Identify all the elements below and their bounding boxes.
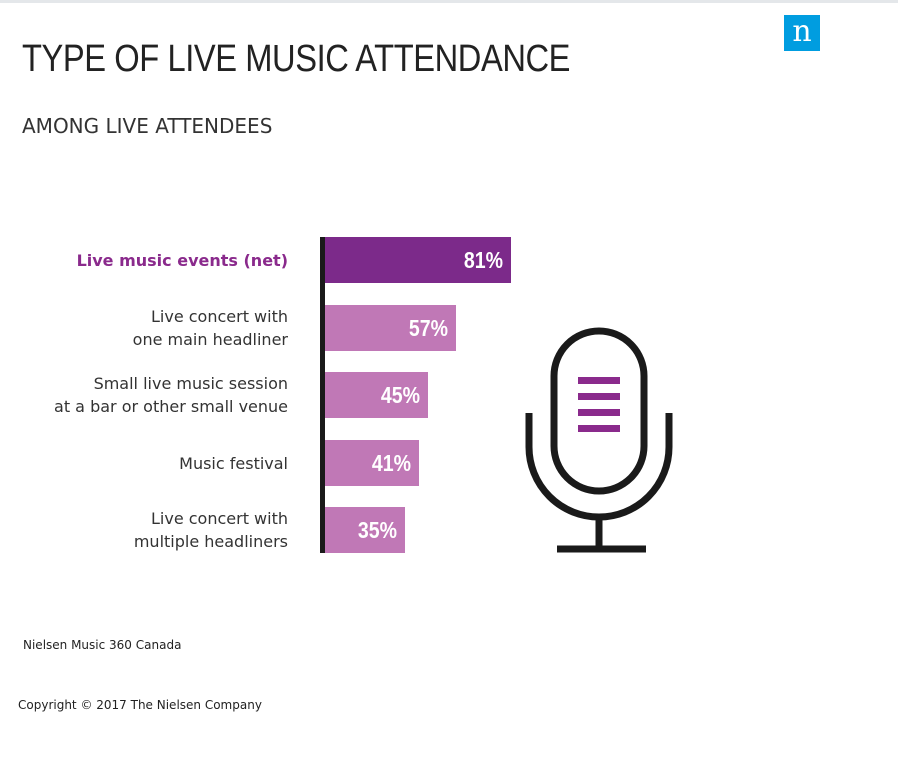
microphone-grille-line: [578, 409, 620, 416]
category-label-line: Music festival: [179, 454, 288, 473]
category-label: Live concert with multiple headliners: [0, 507, 288, 553]
bar-value-label: 81%: [463, 247, 503, 273]
copyright-note: Copyright © 2017 The Nielsen Company: [18, 698, 262, 712]
microphone-icon: [525, 327, 673, 553]
category-axis-line: [320, 237, 325, 553]
source-note: Nielsen Music 360 Canada: [23, 638, 182, 652]
bar-4: [325, 507, 405, 553]
category-label-line: one main headliner: [132, 330, 288, 349]
bar-value-label: 35%: [357, 517, 397, 543]
bar-1: [325, 305, 456, 351]
category-label-line: Small live music session: [93, 374, 288, 393]
bar-value-label: 57%: [408, 315, 448, 341]
category-label-line: Live concert with: [150, 307, 288, 326]
category-label-line: multiple headliners: [133, 532, 288, 551]
top-rule: [0, 0, 898, 3]
chart-title: TYPE OF LIVE MUSIC ATTENDANCE: [22, 38, 571, 80]
microphone-capsule: [550, 327, 648, 495]
category-label-line: Live music events (net): [76, 251, 288, 270]
category-label-line: Live concert with: [150, 509, 288, 528]
bar-3: [325, 440, 419, 486]
category-label-line: at a bar or other small venue: [54, 397, 288, 416]
chart-subtitle: AMONG LIVE ATTENDEES: [22, 114, 273, 138]
microphone-grille-line: [578, 377, 620, 384]
microphone-grille-line: [578, 425, 620, 432]
bar-value-label: 45%: [380, 382, 420, 408]
bar-0: [325, 237, 511, 283]
category-label: Small live music session at a bar or othe…: [0, 372, 288, 418]
microphone-grille-line: [578, 393, 620, 400]
category-label: Live concert with one main headliner: [0, 305, 288, 351]
nielsen-logo: n: [784, 15, 820, 51]
category-label: Music festival: [0, 452, 288, 475]
microphone-grille-lines: [578, 377, 620, 432]
bar-value-label: 41%: [371, 450, 411, 476]
category-label: Live music events (net): [0, 249, 288, 272]
bar-2: [325, 372, 428, 418]
